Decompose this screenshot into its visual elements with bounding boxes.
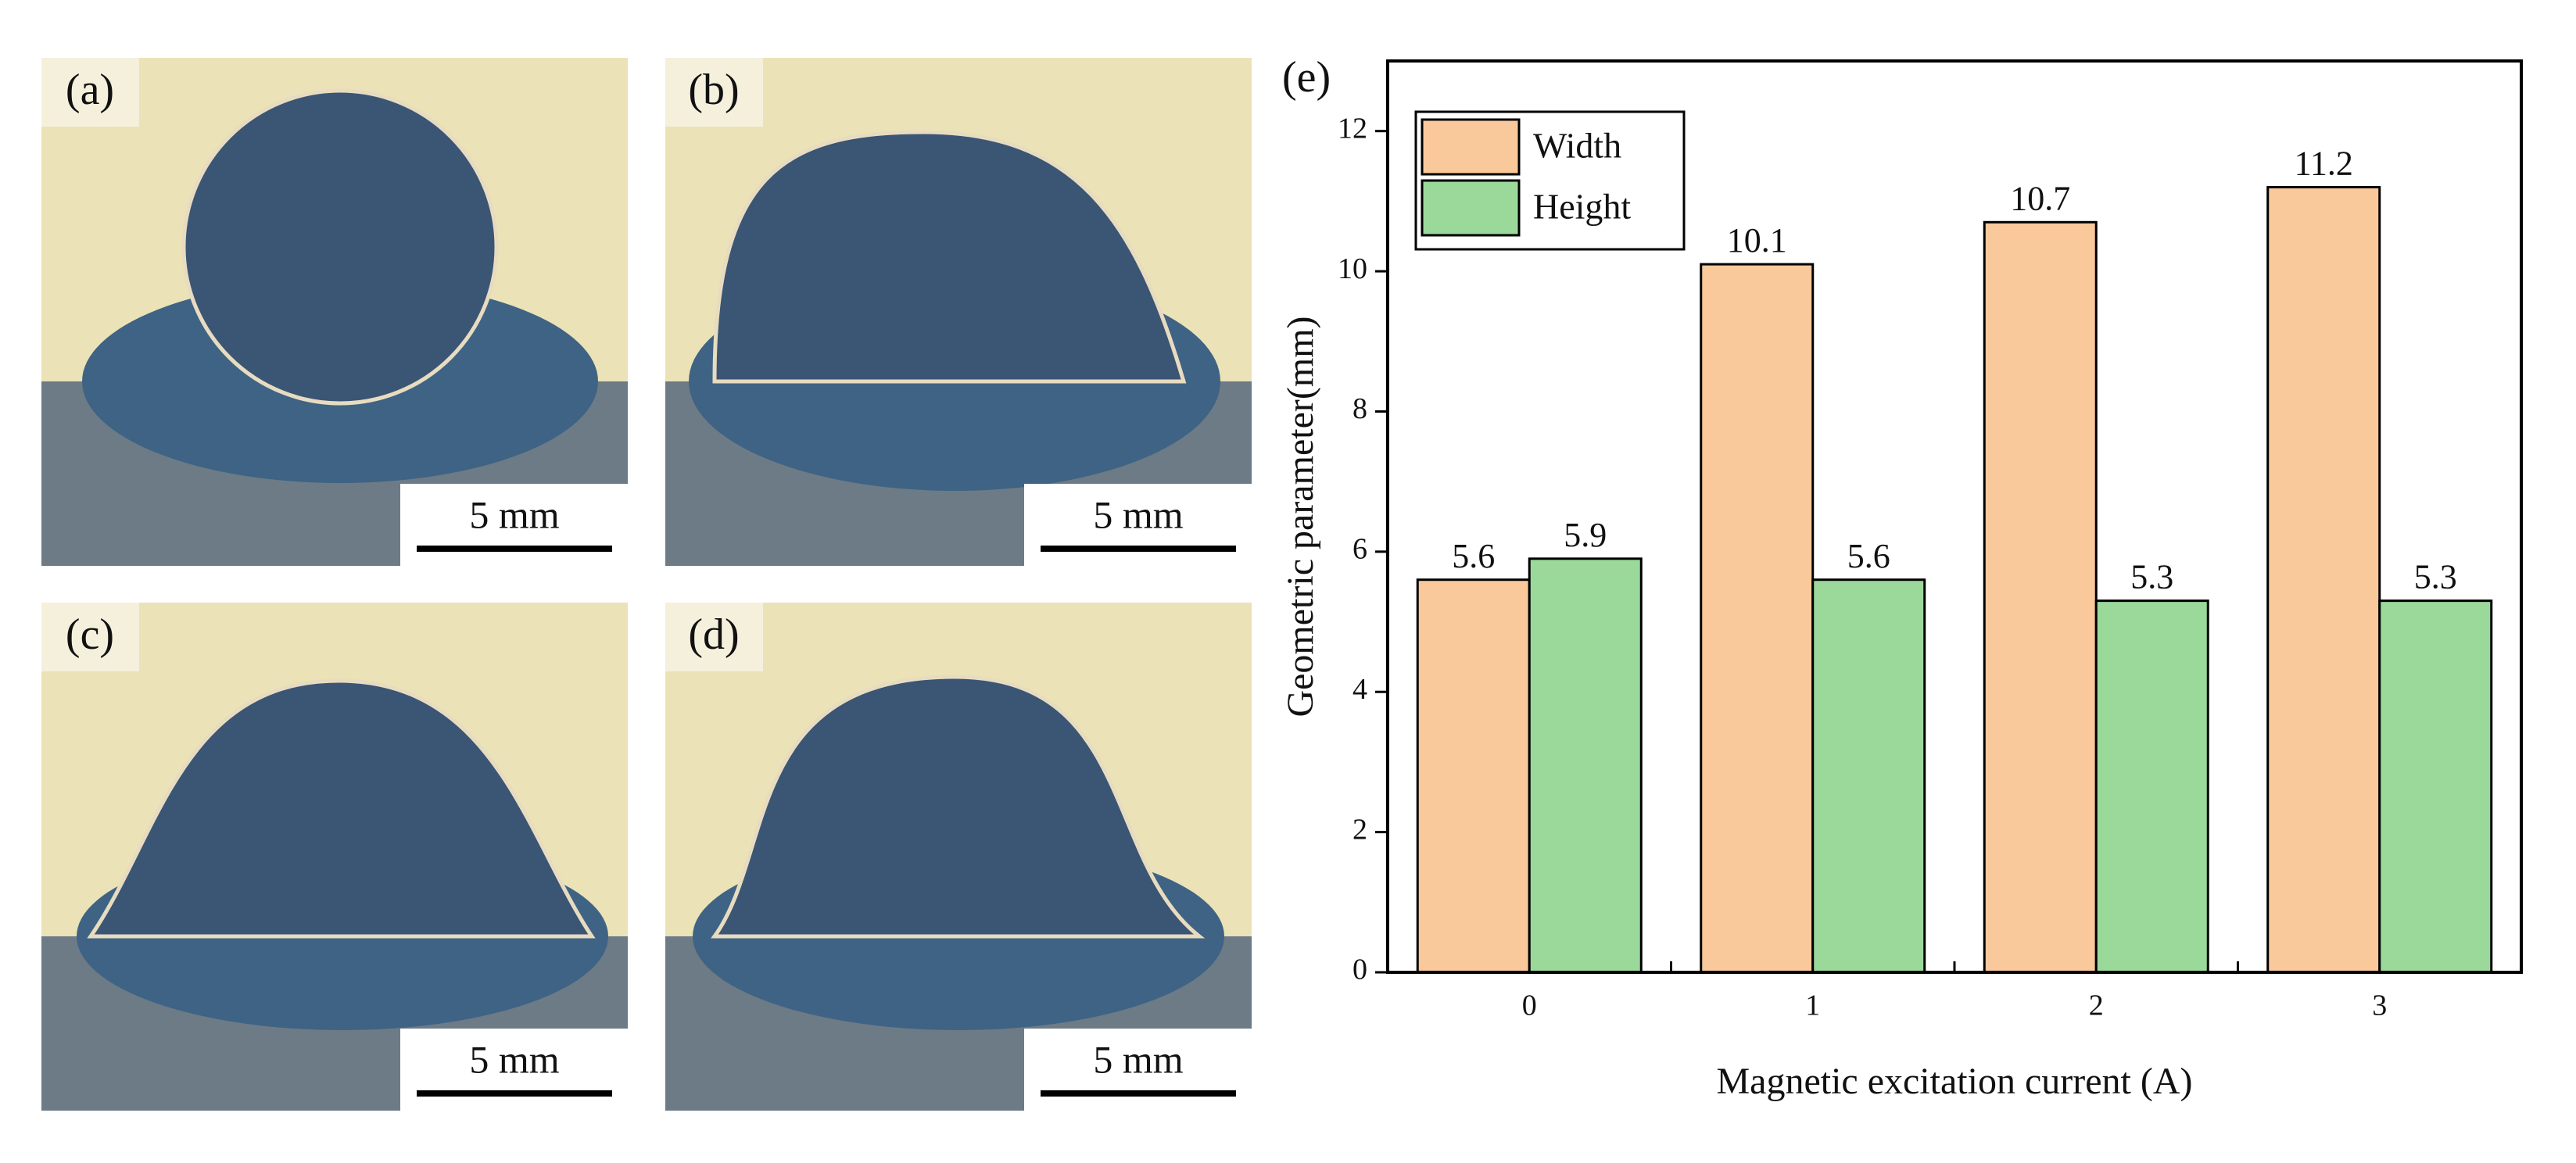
- y-tick-label: 10: [1338, 252, 1367, 285]
- bar: [1416, 578, 1531, 974]
- x-tick-label: 0: [1522, 989, 1537, 1022]
- bar: [1811, 578, 1926, 974]
- x-tick-label: 2: [2089, 989, 2104, 1022]
- plot-frame: [1386, 59, 2523, 974]
- scale-bar-label: 5 mm: [469, 1037, 559, 1081]
- x-tick-label: 3: [2372, 989, 2387, 1022]
- scale-bar-label: 5 mm: [1093, 1037, 1183, 1081]
- bar: [2094, 599, 2209, 974]
- x-axis-label: Magnetic excitation current (A): [1716, 1061, 2192, 1102]
- value-label: 10.7: [2010, 179, 2070, 217]
- y-tick-label: 4: [1352, 673, 1367, 706]
- bar: [1528, 557, 1643, 974]
- bar: [2378, 599, 2493, 974]
- photo-panel: (c) 5 mm: [41, 603, 628, 1111]
- photo-panel: (b) 5 mm: [665, 58, 1252, 566]
- y-tick-label: 6: [1352, 533, 1367, 566]
- y-axis-label: Geometric parameter(mm): [1280, 316, 1321, 717]
- x-tick-label: 1: [1805, 989, 1820, 1022]
- panel-label: (d): [688, 610, 739, 659]
- y-tick-label: 8: [1352, 392, 1367, 425]
- bar: [1700, 263, 1815, 974]
- value-label: 5.6: [1847, 537, 1890, 575]
- y-tick-label: 2: [1352, 813, 1367, 846]
- bar: [2266, 185, 2381, 974]
- value-label: 5.6: [1452, 537, 1495, 575]
- panel-label: (c): [66, 610, 114, 659]
- value-label: 5.3: [2130, 558, 2173, 596]
- bar: [1983, 220, 2098, 974]
- panel-label: (b): [688, 66, 739, 114]
- y-tick-label: 0: [1352, 954, 1367, 986]
- value-label: 5.3: [2414, 558, 2457, 596]
- legend-label: Width: [1533, 126, 1621, 166]
- photo-panel: (a) 5 mm: [41, 58, 628, 566]
- value-label: 5.9: [1564, 516, 1607, 554]
- value-label: 10.1: [1727, 221, 1787, 259]
- photo-panel: (d) 5 mm: [665, 603, 1252, 1111]
- panel-label: (a): [66, 66, 114, 114]
- legend-label: Height: [1533, 187, 1631, 227]
- panel-label: (e): [1282, 53, 1331, 102]
- legend-swatch: [1421, 118, 1521, 176]
- scale-bar-label: 5 mm: [1093, 492, 1183, 536]
- legend-swatch: [1421, 179, 1521, 237]
- value-label: 11.2: [2295, 145, 2353, 183]
- y-tick-label: 12: [1338, 112, 1367, 145]
- scale-bar-label: 5 mm: [469, 492, 559, 536]
